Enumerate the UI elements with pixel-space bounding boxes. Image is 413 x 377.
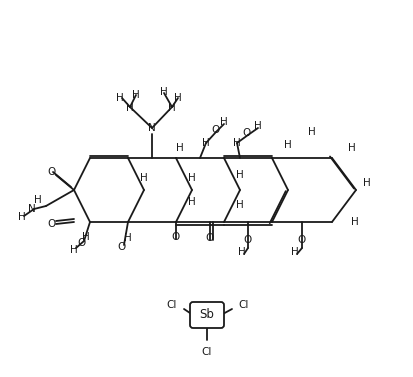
Text: H: H <box>283 140 291 150</box>
Text: H: H <box>188 173 195 183</box>
Text: H: H <box>70 245 78 255</box>
Text: H: H <box>132 90 140 100</box>
Text: O: O <box>243 235 252 245</box>
Text: H: H <box>235 200 243 210</box>
Text: H: H <box>350 217 358 227</box>
Text: H: H <box>18 212 26 222</box>
Text: H: H <box>126 103 133 113</box>
Text: H: H <box>237 247 245 257</box>
Text: Cl: Cl <box>238 300 249 310</box>
Text: N: N <box>28 204 36 214</box>
Text: H: H <box>160 87 167 97</box>
Text: H: H <box>116 93 123 103</box>
Text: H: H <box>307 127 315 137</box>
Text: O: O <box>297 235 305 245</box>
Text: O: O <box>118 242 126 252</box>
Text: H: H <box>174 93 181 103</box>
Text: O: O <box>242 128 251 138</box>
Text: H: H <box>362 178 370 188</box>
Text: H: H <box>254 121 261 131</box>
Text: H: H <box>290 247 298 257</box>
Text: H: H <box>202 138 209 148</box>
Text: Cl: Cl <box>166 300 177 310</box>
Text: O: O <box>211 125 220 135</box>
Text: O: O <box>48 167 56 177</box>
Text: Sb: Sb <box>199 308 214 322</box>
Text: H: H <box>34 195 42 205</box>
Text: O: O <box>48 219 56 229</box>
Text: H: H <box>124 233 132 243</box>
Text: H: H <box>235 170 243 180</box>
Text: H: H <box>82 232 90 242</box>
Text: N: N <box>148 123 156 133</box>
Text: H: H <box>188 197 195 207</box>
Text: H: H <box>220 117 227 127</box>
Text: H: H <box>347 143 355 153</box>
Text: O: O <box>78 238 86 248</box>
FancyBboxPatch shape <box>190 302 223 328</box>
Text: H: H <box>140 173 147 183</box>
Text: H: H <box>176 143 183 153</box>
Text: H: H <box>233 138 240 148</box>
Text: O: O <box>171 232 180 242</box>
Text: Cl: Cl <box>201 347 212 357</box>
Text: O: O <box>205 233 214 243</box>
Text: H: H <box>168 103 176 113</box>
